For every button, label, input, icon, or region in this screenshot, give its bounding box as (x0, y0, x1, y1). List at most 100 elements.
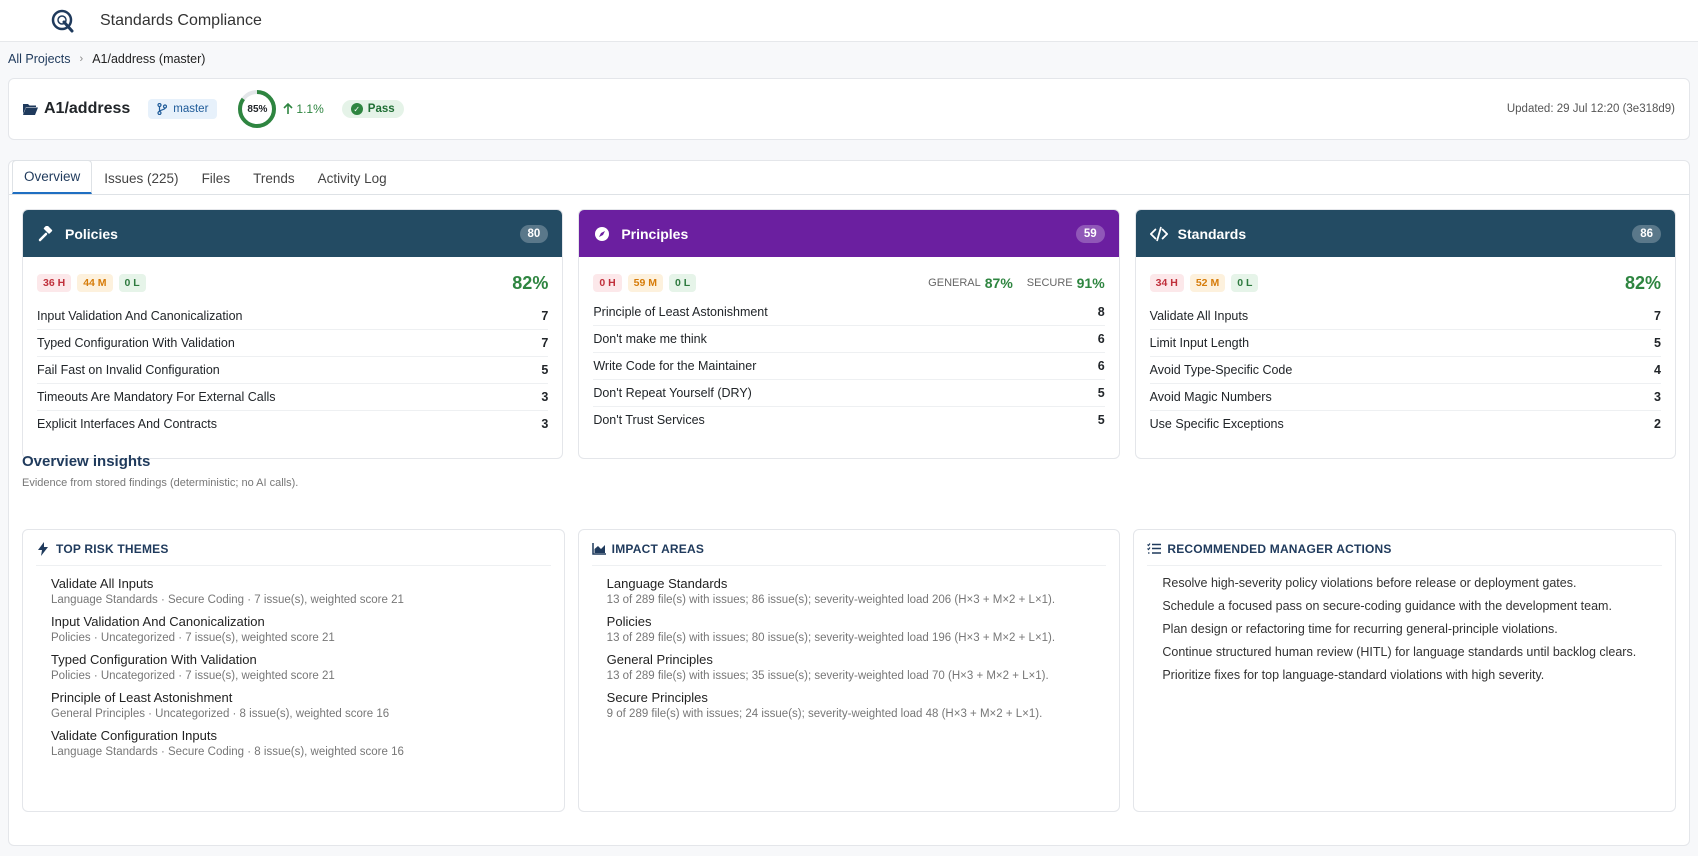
code-icon (1149, 225, 1168, 243)
policies-card-header[interactable]: Policies 80 (23, 210, 563, 257)
standards-card-header[interactable]: Standards 86 (1135, 210, 1675, 257)
item-count: 6 (1097, 359, 1105, 373)
impact-title: Secure Principles (606, 690, 708, 705)
breadcrumb-all-projects[interactable]: All Projects (8, 52, 71, 66)
compliance-score-value: 85% (247, 103, 268, 115)
item-count: 5 (1097, 413, 1105, 427)
tab-issues[interactable]: Issues (225) (104, 171, 179, 186)
policies-card: Policies 80 36 H 44 M 0 L 82% Input Vali… (22, 209, 564, 459)
list-item[interactable]: Fail Fast on Invalid Configuration 5 (37, 357, 549, 384)
principles-title: Principles (621, 225, 689, 242)
list-item: Language Standards 13 of 289 file(s) with… (592, 576, 1107, 606)
compliance-score-ring: 85% (237, 89, 277, 129)
tab-files[interactable]: Files (201, 171, 231, 186)
list-item: Input Validation And Canonicalization Pol… (36, 614, 551, 644)
check-circle-icon: ✓ (350, 103, 363, 115)
action-item: Plan design or refactoring time for recu… (1162, 622, 1558, 636)
list-item[interactable]: Don't Repeat Yourself (DRY) 5 (593, 380, 1105, 407)
list-item: Typed Configuration With Validation Polic… (36, 652, 551, 682)
action-item: Prioritize fixes for top language-standa… (1162, 668, 1545, 682)
panel-header: RECOMMENDED MANAGER ACTIONS (1147, 542, 1663, 566)
tab-trends[interactable]: Trends (253, 171, 295, 186)
policies-percentage: 82% (512, 272, 549, 293)
list-item[interactable]: Avoid Type-Specific Code 4 (1149, 357, 1661, 384)
breadcrumb-separator: › (79, 53, 84, 65)
list-item: General Principles 13 of 289 file(s) with… (592, 652, 1107, 682)
arrow-up-icon (283, 103, 293, 114)
list-item[interactable]: Timeouts Are Mandatory For External Call… (37, 384, 549, 411)
medium-severity-badge: 59 M (627, 274, 664, 292)
list-item[interactable]: Don't Trust Services 5 (593, 407, 1104, 433)
item-count: 5 (1654, 336, 1661, 350)
item-label: Use Specific Exceptions (1149, 417, 1284, 431)
principles-severity-row: 0 H 59 M 0 L GENERAL 87% SECURE 91% (593, 269, 1105, 297)
list-item: Policies 13 of 289 file(s) with issues; 8… (592, 614, 1107, 644)
main-panel: Overview Issues (225) Files Trends Activ… (8, 160, 1690, 846)
folder-open-icon (22, 102, 38, 116)
list-item[interactable]: Don't make me think 6 (593, 326, 1105, 353)
item-label: Fail Fast on Invalid Configuration (37, 363, 220, 377)
principles-count-badge: 59 (1075, 224, 1105, 243)
item-label: Validate All Inputs (1149, 309, 1249, 323)
theme-title: Input Validation And Canonicalization (51, 614, 265, 629)
panel-header: IMPACT AREAS (591, 542, 1107, 566)
list-item[interactable]: Principle of Least Astonishment 8 (593, 299, 1105, 326)
item-label: Avoid Magic Numbers (1149, 390, 1272, 404)
standards-severity-row: 34 H 52 M 0 L 82% (1149, 269, 1661, 297)
action-item: Resolve high-severity policy violations … (1162, 576, 1577, 590)
secure-label: SECURE (1026, 277, 1073, 289)
list-item[interactable]: Avoid Magic Numbers 3 (1149, 384, 1661, 411)
item-label: Limit Input Length (1149, 336, 1250, 350)
branch-badge[interactable]: master (148, 99, 218, 119)
breadcrumb: All Projects › A1/address (master) (0, 42, 1698, 76)
item-label: Avoid Type-Specific Code (1149, 363, 1293, 377)
impact-detail: 13 of 289 file(s) with issues; 80 issue(… (606, 632, 1056, 644)
item-label: Typed Configuration With Validation (37, 336, 235, 350)
tab-overview[interactable]: Overview (12, 160, 93, 194)
list-item[interactable]: Input Validation And Canonicalization 7 (37, 303, 549, 330)
general-percentage: 87% (984, 275, 1013, 291)
status-badge: ✓ Pass (341, 100, 404, 118)
item-label: Explicit Interfaces And Contracts (37, 417, 217, 431)
theme-detail: Policies · Uncategorized · 7 issue(s), w… (51, 670, 335, 682)
low-severity-badge: 0 L (118, 274, 146, 292)
high-severity-badge: 36 H (37, 274, 72, 292)
principles-card-header[interactable]: Principles 59 (579, 210, 1119, 257)
list-item[interactable]: Write Code for the Maintainer 6 (593, 353, 1105, 380)
list-item[interactable]: Explicit Interfaces And Contracts 3 (37, 411, 548, 437)
bolt-icon (36, 542, 50, 556)
item-label: Don't make me think (593, 332, 707, 346)
impact-areas-panel: IMPACT AREAS Language Standards 13 of 289… (577, 529, 1121, 812)
score-delta-value: 1.1% (296, 102, 324, 116)
theme-title: Principle of Least Astonishment (51, 690, 233, 705)
theme-title: Typed Configuration With Validation (51, 652, 257, 667)
impact-detail: 9 of 289 file(s) with issues; 24 issue(s… (606, 708, 1043, 720)
app-logo-icon[interactable] (48, 6, 78, 36)
category-cards: Policies 80 36 H 44 M 0 L 82% Input Vali… (22, 209, 1676, 459)
list-item[interactable]: Validate All Inputs 7 (1149, 303, 1661, 330)
principles-percentages: GENERAL 87% SECURE 91% (928, 275, 1104, 291)
app-title: Standards Compliance (100, 11, 262, 29)
standards-percentage: 82% (1624, 272, 1661, 293)
updated-timestamp: Updated: 29 Jul 12:20 (3e318d9) (1506, 103, 1675, 115)
theme-detail: Policies · Uncategorized · 7 issue(s), w… (51, 632, 335, 644)
list-item[interactable]: Use Specific Exceptions 2 (1150, 411, 1661, 437)
action-item: Schedule a focused pass on secure-coding… (1162, 599, 1612, 613)
branch-name: master (173, 103, 209, 115)
compass-icon (593, 225, 611, 243)
list-item[interactable]: Limit Input Length 5 (1149, 330, 1661, 357)
breadcrumb-current: A1/address (master) (92, 52, 206, 66)
item-count: 8 (1097, 305, 1105, 319)
list-item[interactable]: Typed Configuration With Validation 7 (37, 330, 549, 357)
top-risk-themes-panel: TOP RISK THEMES Validate All Inputs Langu… (22, 529, 565, 812)
item-count: 3 (541, 390, 549, 404)
standards-title: Standards (1177, 225, 1247, 242)
panel-title: TOP RISK THEMES (56, 542, 169, 556)
theme-title: Validate All Inputs (51, 576, 154, 591)
tab-activity-log[interactable]: Activity Log (317, 171, 387, 186)
item-label: Write Code for the Maintainer (593, 359, 757, 373)
panel-header: TOP RISK THEMES (36, 542, 551, 566)
standards-count-badge: 86 (1632, 224, 1661, 243)
item-label: Don't Repeat Yourself (DRY) (593, 386, 752, 400)
theme-title: Validate Configuration Inputs (51, 728, 217, 743)
